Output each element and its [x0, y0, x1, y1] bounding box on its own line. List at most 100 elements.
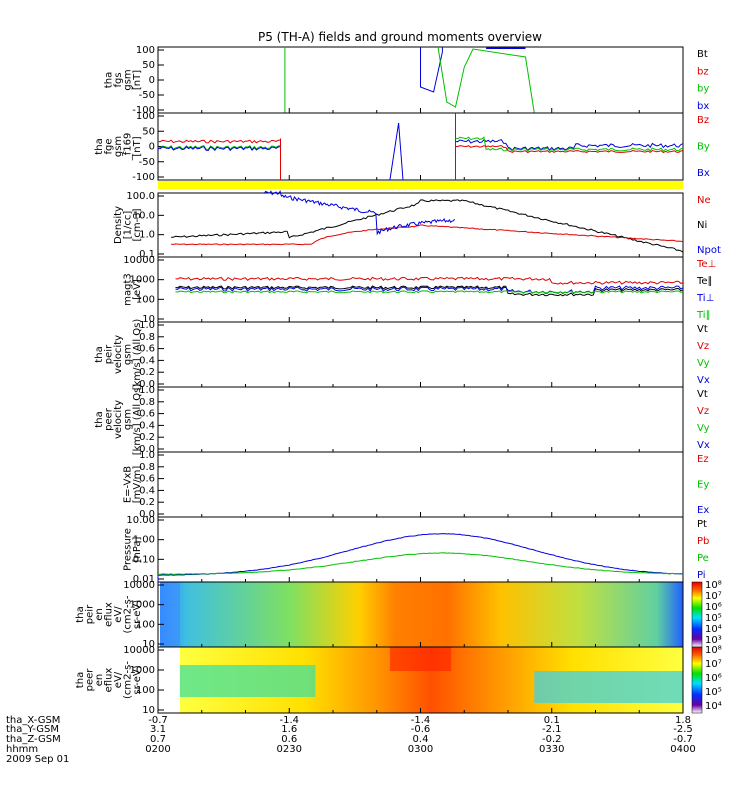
legend-by: by — [697, 84, 709, 95]
y-axis-label-line: [eV] — [132, 279, 143, 300]
y-tick-label: -50 — [139, 157, 155, 168]
y-axis-label-line: peir — [104, 344, 115, 364]
y-axis-label-line: tha — [94, 138, 105, 154]
y-tick-label: 0.01 — [133, 574, 155, 585]
y-tick-label: 10 — [142, 314, 155, 325]
y-axis-label-line: [nPa] — [132, 536, 143, 562]
y-axis-label-line: eV/ — [113, 606, 124, 623]
colorbar-tick-label: 10⁶ — [705, 602, 722, 613]
y-axis-label-line: [km/s] (All Qs) — [132, 384, 143, 456]
panels: 100500-50-100thafgsgsm[nT]Btbzbybx100500… — [75, 45, 722, 716]
legend-Ey: Ey — [697, 480, 709, 491]
legend-Npot: Npot — [697, 245, 721, 256]
legend-Bx: Bx — [697, 168, 710, 179]
y-tick-label: 0 — [149, 142, 155, 153]
y-tick-label: 10 — [142, 705, 155, 716]
y-axis-label-line: fgs — [113, 72, 124, 87]
trace-bx-top — [486, 47, 526, 49]
y-axis-label-line: [mV/m] — [132, 466, 143, 504]
trace-Te-par — [175, 285, 684, 297]
trace-Pi — [157, 533, 684, 576]
colorbar-tick-label: 10⁸ — [705, 580, 722, 591]
y-axis-label-line: tha — [104, 72, 115, 88]
y-axis-label-line: en — [94, 608, 105, 621]
trace-By — [157, 145, 281, 151]
y-tick-label: 100 — [136, 294, 155, 305]
y-tick-label: 0.8 — [139, 462, 155, 473]
y-axis-label-line: peer — [85, 668, 96, 692]
y-tick-label: 1.0 — [139, 320, 155, 331]
legend-Bz: Bz — [697, 115, 709, 126]
trace-by-2 — [437, 46, 535, 114]
y-axis-label-line: peir — [85, 604, 96, 624]
y-tick-label: -100 — [132, 172, 155, 183]
ephemeris-value: 0200 — [145, 744, 170, 755]
legend-Vy: Vy — [697, 358, 710, 369]
ephemeris-value: -0.7 — [673, 734, 693, 745]
legend-Bt: Bt — [697, 49, 708, 60]
legend-Pb: Pb — [697, 536, 709, 547]
ephemeris-label: tha_Z-GSM — [6, 734, 61, 745]
ephemeris-value: 3.1 — [150, 724, 166, 735]
y-axis-label-line: fge — [104, 138, 115, 154]
y-tick-label: 10.0 — [133, 210, 155, 221]
ephemeris-value: -0.2 — [542, 734, 562, 745]
y-axis-label-line: Density — [113, 206, 124, 244]
colorbar-tick-label: 10⁵ — [705, 687, 722, 698]
y-tick-label: 100 — [136, 45, 155, 56]
legend-bx: bx — [697, 101, 709, 112]
spectrogram-peak — [389, 647, 452, 671]
ephemeris-value: -0.7 — [148, 715, 168, 726]
colorbar-tick-label: 10⁸ — [705, 645, 722, 656]
legend-Vz: Vz — [697, 341, 709, 352]
y-axis-label-line: [nT] — [132, 136, 143, 156]
y-axis-label-line: eflux — [104, 602, 115, 627]
y-tick-label: -50 — [139, 90, 155, 101]
y-axis-label-line: magt3 — [123, 273, 134, 306]
y-tick-label: 1.0 — [139, 450, 155, 461]
legend-By: By — [697, 142, 710, 153]
colorbar-tick-label: 10⁵ — [705, 613, 722, 624]
y-axis-label-line: peer — [104, 407, 115, 431]
legend-Ti∥: Ti∥ — [696, 310, 711, 321]
ephemeris-value: -0.6 — [411, 724, 431, 735]
legend-Vt: Vt — [697, 389, 708, 400]
y-axis-label-line: tha — [75, 672, 86, 688]
y-axis-label-line: [km/s] (All Qs) — [132, 319, 143, 391]
y-axis-label-line: _f169 — [123, 133, 134, 162]
ephemeris-value: -2.5 — [673, 724, 693, 735]
spectrogram-lowflux-right — [534, 671, 683, 703]
y-tick-label: 1.0 — [139, 230, 155, 241]
y-tick-label: 0.6 — [139, 344, 155, 355]
spectrogram-lowflux-left — [179, 665, 316, 697]
ephemeris-label: hhmm — [6, 744, 38, 755]
legend-Vy: Vy — [697, 423, 710, 434]
ephemeris-value: -1.4 — [411, 715, 431, 726]
ephemeris-value: 1.8 — [675, 715, 691, 726]
y-tick-label: 0.0 — [139, 444, 155, 455]
legend-Vt: Vt — [697, 324, 708, 335]
trace-Npot — [262, 189, 455, 236]
colorbar-tick-label: 10⁶ — [705, 673, 722, 684]
legend-Te⊥: Te⊥ — [696, 259, 716, 270]
ephemeris-value: 0.1 — [544, 715, 560, 726]
y-tick-label: 0.6 — [139, 409, 155, 420]
y-tick-label: 0.8 — [139, 397, 155, 408]
y-axis-label-line: eV/ — [113, 671, 124, 688]
legend-Te∥: Te∥ — [696, 276, 713, 287]
y-tick-label: 0.0 — [139, 379, 155, 390]
y-axis-label-line: E=-VxB — [123, 466, 134, 503]
legend-Ex: Ex — [697, 505, 709, 516]
legend-bz: bz — [697, 66, 709, 77]
y-tick-label: 0.0 — [139, 509, 155, 520]
y-tick-label: 0.8 — [139, 332, 155, 343]
y-tick-label: 0.2 — [139, 497, 155, 508]
trace-Bz — [157, 139, 281, 144]
trace-Ni — [171, 199, 684, 253]
panel-density: 100.0 10.0 1.0 0.1 Density[1/cc][cm-3] Ne Ni Np… — [113, 189, 721, 260]
y-axis-label-line: (cm2-s- — [123, 595, 134, 633]
panel-peir_spec: 10000 1000 100 10 thapeirenefluxeV/(cm2-s-sr… — [75, 580, 722, 650]
panel-frame — [157, 386, 684, 453]
